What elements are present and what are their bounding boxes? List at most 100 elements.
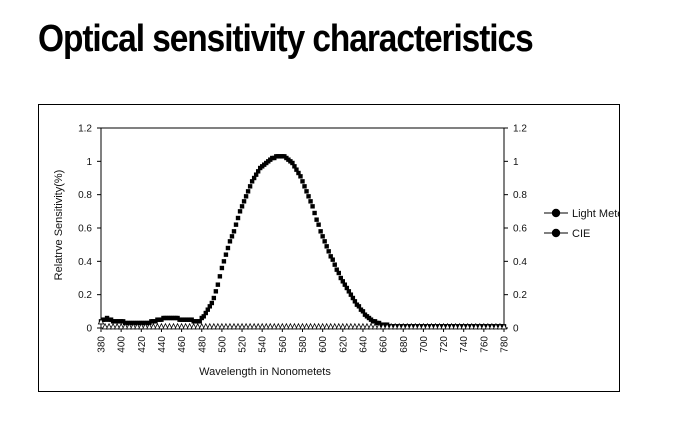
data-point [456, 322, 463, 330]
y-tick-label-left: 0.6 [78, 224, 92, 235]
data-point [448, 322, 455, 330]
data-point [101, 322, 109, 330]
page-title: Optical sensitivity characteristics [38, 18, 534, 60]
data-point [404, 322, 411, 330]
data-point [178, 322, 185, 330]
data-point [226, 322, 234, 330]
data-point [496, 322, 504, 330]
data-point [311, 322, 318, 330]
data-point [432, 322, 439, 330]
data-point [294, 167, 299, 172]
data-point [342, 282, 348, 287]
data-point [335, 322, 343, 330]
axis-ticks [97, 127, 508, 332]
data-point [328, 254, 333, 259]
data-point [234, 322, 242, 330]
x-tick-label: 380 [97, 336, 108, 353]
data-point [247, 184, 253, 189]
y-tick-label-right: 0 [513, 324, 519, 335]
data-series [97, 154, 508, 330]
data-point [129, 322, 137, 330]
data-point [352, 299, 358, 304]
x-tick-label: 700 [419, 336, 430, 353]
data-point [146, 322, 153, 330]
x-tick-label: 460 [177, 336, 188, 353]
data-point [440, 322, 447, 330]
data-point [315, 322, 322, 330]
data-point [121, 322, 129, 330]
x-tick-label: 540 [258, 336, 269, 353]
data-point [371, 322, 379, 330]
data-point [290, 160, 295, 166]
data-point [346, 289, 352, 294]
data-point [287, 322, 294, 330]
legend-label: Light Meter [572, 208, 619, 220]
data-point [202, 322, 210, 330]
data-point [283, 322, 290, 330]
data-point [170, 322, 177, 330]
data-point [383, 322, 391, 330]
data-point [331, 322, 338, 330]
data-point [348, 292, 354, 297]
data-point [339, 322, 347, 330]
series-light-meter [98, 154, 507, 329]
data-point [307, 322, 314, 330]
data-point [436, 322, 443, 330]
data-point [262, 322, 270, 330]
data-point [323, 322, 330, 330]
data-point [198, 322, 205, 330]
data-point [275, 322, 282, 330]
data-point [322, 239, 327, 244]
data-point [319, 322, 326, 330]
data-point [250, 322, 258, 330]
data-point [303, 322, 310, 330]
legend-item: Light Meter [544, 208, 619, 220]
data-point [308, 199, 313, 204]
data-point [375, 322, 383, 330]
data-point [166, 322, 173, 330]
series-cie [97, 317, 508, 330]
data-point [343, 322, 351, 330]
data-point [316, 222, 321, 227]
data-point [400, 322, 407, 330]
data-point [356, 304, 362, 309]
data-point [186, 322, 193, 330]
data-point [218, 322, 226, 330]
data-point [109, 322, 117, 330]
data-point [360, 309, 366, 314]
y-tick-label-left: 1 [86, 157, 92, 168]
data-point [235, 215, 241, 221]
y-tick-label-left: 0 [86, 324, 92, 335]
data-point [237, 209, 243, 214]
data-point [134, 322, 141, 330]
tick-labels: 0 0 0.2 0.2 0.4 0.4 0.6 0.6 0.8 0.8 1 1 1.2 1.2 380 400… [78, 124, 527, 353]
legend-marker [551, 208, 561, 218]
data-point [105, 322, 113, 330]
data-point [334, 267, 339, 272]
data-point [350, 295, 356, 301]
data-point [211, 295, 217, 301]
x-axis-label: Wavelength in Nonometets [199, 366, 331, 378]
data-point [300, 179, 305, 184]
y-tick-label-right: 0.2 [513, 290, 527, 301]
data-point [217, 274, 223, 279]
data-point [251, 175, 257, 181]
data-point [428, 322, 435, 330]
y-tick-label-right: 0.6 [513, 224, 527, 235]
data-point [318, 229, 323, 234]
data-point [500, 322, 508, 330]
data-point [201, 314, 206, 319]
data-point [138, 322, 145, 330]
data-point [142, 322, 149, 330]
data-point [324, 244, 329, 249]
data-point [258, 322, 266, 330]
data-point [214, 322, 222, 330]
data-point [158, 322, 165, 330]
data-point [194, 322, 201, 330]
data-point [253, 172, 259, 177]
data-point [97, 317, 105, 325]
data-point [233, 222, 239, 227]
x-tick-label: 560 [278, 336, 289, 353]
data-point [222, 322, 230, 330]
data-point [484, 322, 492, 330]
